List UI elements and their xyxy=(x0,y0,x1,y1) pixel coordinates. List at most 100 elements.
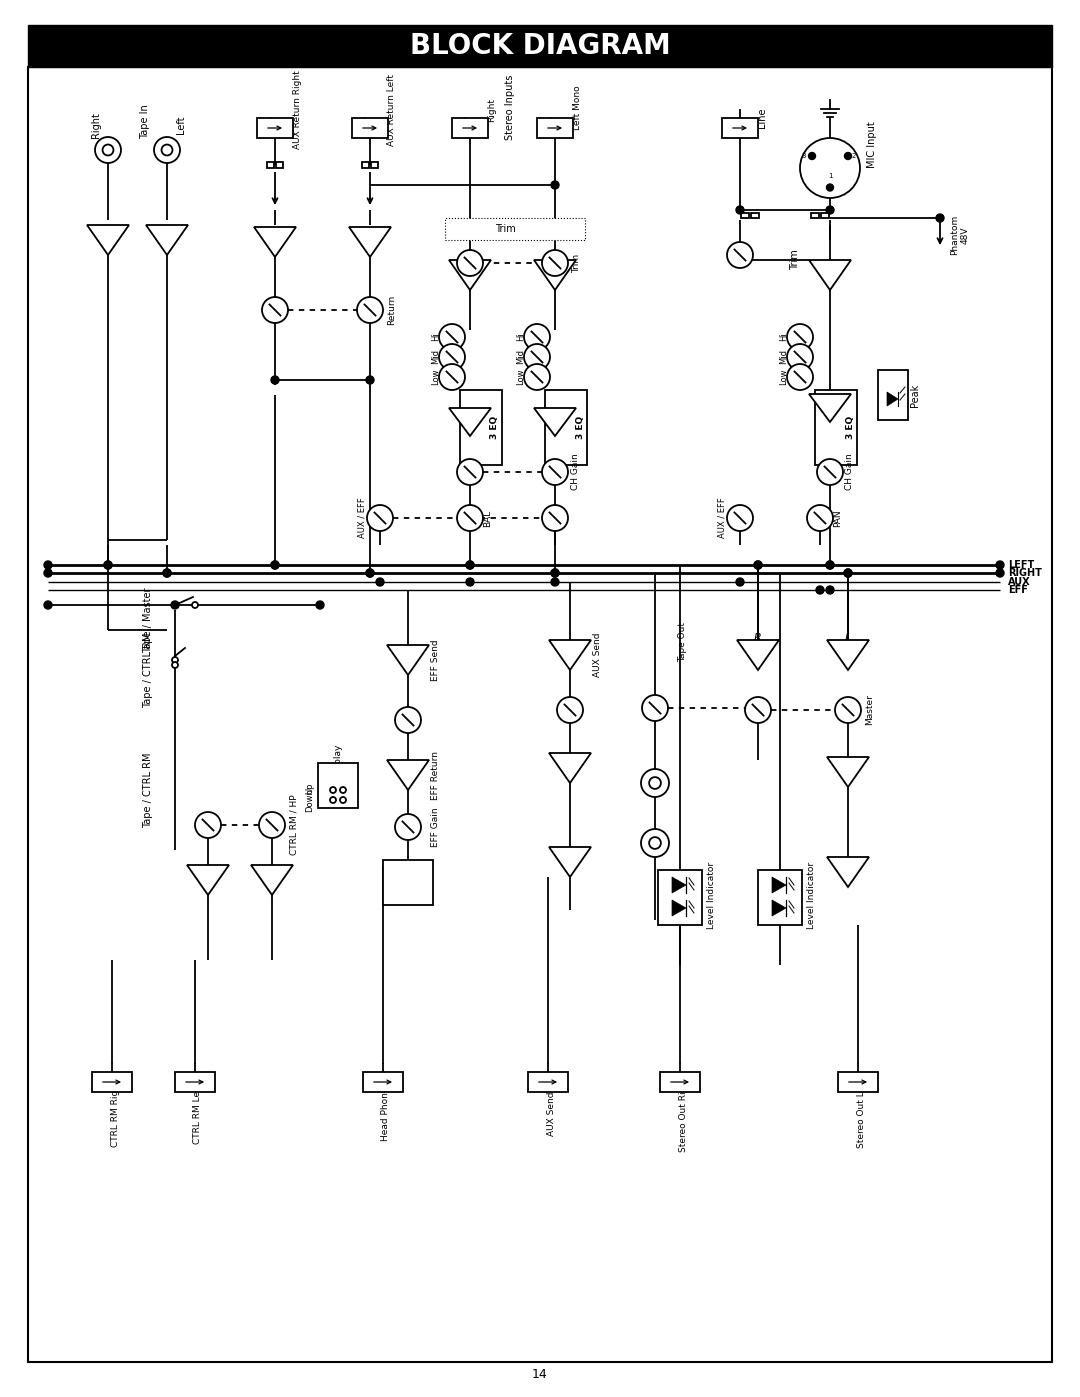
Circle shape xyxy=(192,602,198,608)
Circle shape xyxy=(44,601,52,609)
Polygon shape xyxy=(254,226,296,257)
Circle shape xyxy=(787,365,813,390)
Circle shape xyxy=(395,814,421,840)
Circle shape xyxy=(259,812,285,838)
Circle shape xyxy=(172,602,178,608)
Bar xyxy=(758,870,802,925)
Circle shape xyxy=(172,662,178,668)
Circle shape xyxy=(271,376,279,384)
Circle shape xyxy=(843,569,852,577)
Circle shape xyxy=(642,828,669,856)
Text: Line: Line xyxy=(757,108,767,129)
Text: AUX Return Left: AUX Return Left xyxy=(388,74,396,147)
Polygon shape xyxy=(549,640,591,671)
Circle shape xyxy=(826,562,834,569)
Text: 2: 2 xyxy=(852,154,856,159)
Text: BAL: BAL xyxy=(484,510,492,527)
Bar xyxy=(821,212,829,218)
Circle shape xyxy=(845,152,851,159)
Polygon shape xyxy=(672,877,686,893)
Text: CH Gain: CH Gain xyxy=(570,454,580,490)
Circle shape xyxy=(826,184,834,191)
Polygon shape xyxy=(534,408,576,436)
Circle shape xyxy=(104,562,112,569)
Circle shape xyxy=(816,460,843,485)
Circle shape xyxy=(395,707,421,733)
Text: Mid: Mid xyxy=(780,349,788,365)
Text: Hi: Hi xyxy=(516,332,526,341)
Circle shape xyxy=(154,137,180,163)
Circle shape xyxy=(44,562,52,569)
Text: Low: Low xyxy=(516,369,526,386)
Bar xyxy=(741,212,750,218)
Text: 3: 3 xyxy=(801,154,806,159)
Polygon shape xyxy=(827,757,869,787)
Text: AUX / EFF: AUX / EFF xyxy=(717,497,727,538)
Bar xyxy=(318,763,357,807)
Circle shape xyxy=(271,562,279,569)
Polygon shape xyxy=(349,226,391,257)
Bar xyxy=(352,117,388,138)
Text: Up: Up xyxy=(306,782,314,793)
Bar xyxy=(537,117,573,138)
Circle shape xyxy=(457,504,483,531)
Circle shape xyxy=(104,562,112,569)
Text: EFF: EFF xyxy=(1008,585,1028,595)
Polygon shape xyxy=(827,640,869,671)
Circle shape xyxy=(438,344,465,370)
Bar xyxy=(528,1071,568,1092)
Circle shape xyxy=(807,504,833,531)
Circle shape xyxy=(271,562,279,569)
Text: 14: 14 xyxy=(532,1369,548,1382)
Circle shape xyxy=(465,562,474,569)
Bar xyxy=(276,162,283,168)
Bar xyxy=(267,162,274,168)
Text: Tape / Master: Tape / Master xyxy=(143,587,153,652)
Text: CH Gain: CH Gain xyxy=(846,454,854,490)
Circle shape xyxy=(457,460,483,485)
Polygon shape xyxy=(549,847,591,877)
Circle shape xyxy=(542,504,568,531)
Text: Stereo Out Right: Stereo Out Right xyxy=(678,1076,688,1153)
Circle shape xyxy=(996,562,1004,569)
Polygon shape xyxy=(87,225,129,256)
Text: Tape Out: Tape Out xyxy=(678,622,688,662)
Circle shape xyxy=(103,144,113,155)
Text: Left Mono: Left Mono xyxy=(572,85,581,130)
Circle shape xyxy=(95,137,121,163)
Circle shape xyxy=(340,798,346,803)
Circle shape xyxy=(524,324,550,351)
Circle shape xyxy=(542,250,568,277)
Circle shape xyxy=(542,460,568,485)
Circle shape xyxy=(826,585,834,594)
Polygon shape xyxy=(387,760,429,789)
Text: R: R xyxy=(754,633,761,643)
Bar xyxy=(383,861,433,905)
Circle shape xyxy=(171,601,179,609)
Text: L: L xyxy=(845,633,851,643)
Circle shape xyxy=(557,697,583,724)
Bar xyxy=(175,1071,215,1092)
Circle shape xyxy=(551,578,559,585)
Bar xyxy=(445,218,585,240)
Circle shape xyxy=(340,787,346,793)
Text: Stereo Inputs: Stereo Inputs xyxy=(505,74,515,140)
Text: Low: Low xyxy=(780,369,788,386)
Bar xyxy=(363,1071,403,1092)
Circle shape xyxy=(262,298,288,323)
Circle shape xyxy=(330,787,336,793)
Circle shape xyxy=(642,694,669,721)
Text: 3 EQ: 3 EQ xyxy=(576,416,584,439)
Circle shape xyxy=(172,657,178,664)
Polygon shape xyxy=(187,865,229,895)
Circle shape xyxy=(551,569,559,577)
Polygon shape xyxy=(251,865,293,895)
Circle shape xyxy=(649,837,661,849)
Circle shape xyxy=(826,205,834,214)
Bar xyxy=(372,162,378,168)
Text: Trim: Trim xyxy=(495,224,515,235)
Text: Phantom
48V: Phantom 48V xyxy=(950,215,970,256)
Circle shape xyxy=(163,569,171,577)
Polygon shape xyxy=(772,877,786,893)
Bar xyxy=(811,212,819,218)
